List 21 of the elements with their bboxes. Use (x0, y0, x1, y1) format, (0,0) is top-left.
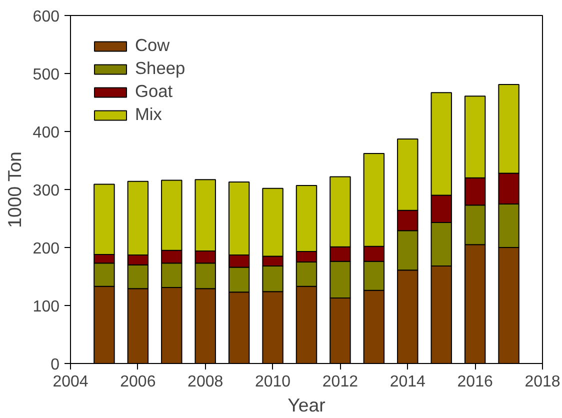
y-tick-label: 100 (32, 298, 60, 316)
legend-label: Cow (135, 35, 170, 56)
x-tick-label: 2016 (457, 374, 493, 390)
legend-label: Sheep (135, 58, 186, 79)
x-tick-label: 2018 (524, 374, 560, 390)
y-tick-label: 400 (32, 124, 60, 142)
y-tick-label: 300 (32, 182, 60, 200)
x-tick-label: 2006 (120, 374, 156, 390)
x-axis-title: Year (288, 394, 326, 416)
y-axis-title: 1000 Ton (4, 151, 25, 228)
y-tick-label: 600 (32, 8, 60, 26)
y-tick-label: 500 (32, 66, 60, 84)
legend-label: Goat (135, 81, 173, 102)
x-tick-label: 2012 (322, 374, 358, 390)
x-tick-label: 2008 (188, 374, 224, 390)
y-tick-label: 0 (50, 356, 60, 374)
y-tick-label: 200 (32, 240, 60, 258)
legend-label: Mix (135, 104, 162, 125)
x-tick-label: 2004 (52, 374, 88, 390)
x-tick-label: 2010 (254, 374, 291, 390)
x-tick-label: 2014 (390, 374, 426, 390)
